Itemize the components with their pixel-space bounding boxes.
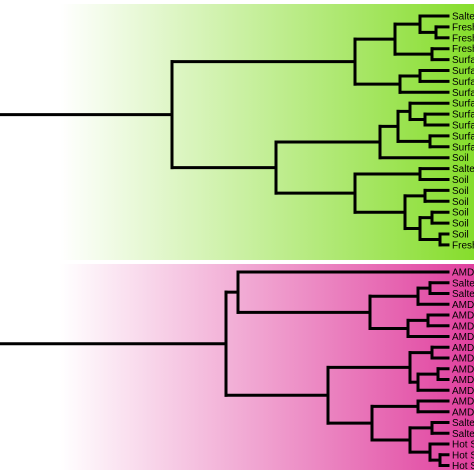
- tip-label: Soil: [452, 219, 469, 230]
- tip-label: Surfa: [452, 142, 474, 153]
- tip-label: AMD: [452, 354, 474, 365]
- tip-label: Salte: [452, 418, 474, 429]
- tip-label: Soil: [452, 197, 469, 208]
- tip-label: AMD: [452, 332, 474, 343]
- tree-branches: [0, 14, 450, 467]
- tip-label: Surfa: [452, 121, 474, 132]
- tip-label: Surfa: [452, 88, 474, 99]
- tip-label: Soil: [452, 186, 469, 197]
- tip-label: AMD: [452, 268, 474, 279]
- tip-label: Surfa: [452, 55, 474, 66]
- tip-label: Soil: [452, 230, 469, 241]
- tip-label: Soil: [452, 208, 469, 219]
- top-clade-background: [60, 4, 474, 260]
- tip-label: Soil: [452, 175, 469, 186]
- tip-labels: SalteFreshFreshFreshSurfaSurfaSurfaSurfa…: [452, 12, 474, 473]
- tip-label: AMD: [452, 375, 474, 386]
- tip-label: AMD: [452, 397, 474, 408]
- tip-label: Salte: [452, 278, 474, 289]
- tip-label: Surfa: [452, 66, 474, 77]
- tip-label: AMD: [452, 364, 474, 375]
- tip-label: Salte: [452, 12, 474, 23]
- tip-label: Hot S: [452, 440, 474, 451]
- tip-label: Fresh: [452, 44, 474, 55]
- tip-label: Salte: [452, 289, 474, 300]
- tip-label: Soil: [452, 153, 469, 164]
- tip-label: Surfa: [452, 77, 474, 88]
- tip-label: AMD: [452, 321, 474, 332]
- tip-label: AMD: [452, 386, 474, 397]
- tip-label: Salte: [452, 164, 474, 175]
- tip-label: Fresh: [452, 22, 474, 33]
- tip-label: Hot S: [452, 461, 474, 472]
- tip-label: AMD: [452, 300, 474, 311]
- tip-label: Salte: [452, 429, 474, 440]
- tip-label: AMD: [452, 407, 474, 418]
- tip-label: AMD: [452, 343, 474, 354]
- tip-label: Fresh: [452, 240, 474, 251]
- tip-label: Hot S: [452, 450, 474, 461]
- tip-label: Surfa: [452, 110, 474, 121]
- tip-label: Surfa: [452, 131, 474, 142]
- tip-label: AMD: [452, 311, 474, 322]
- tip-label: Surfa: [452, 99, 474, 110]
- tip-label: Fresh: [452, 33, 474, 44]
